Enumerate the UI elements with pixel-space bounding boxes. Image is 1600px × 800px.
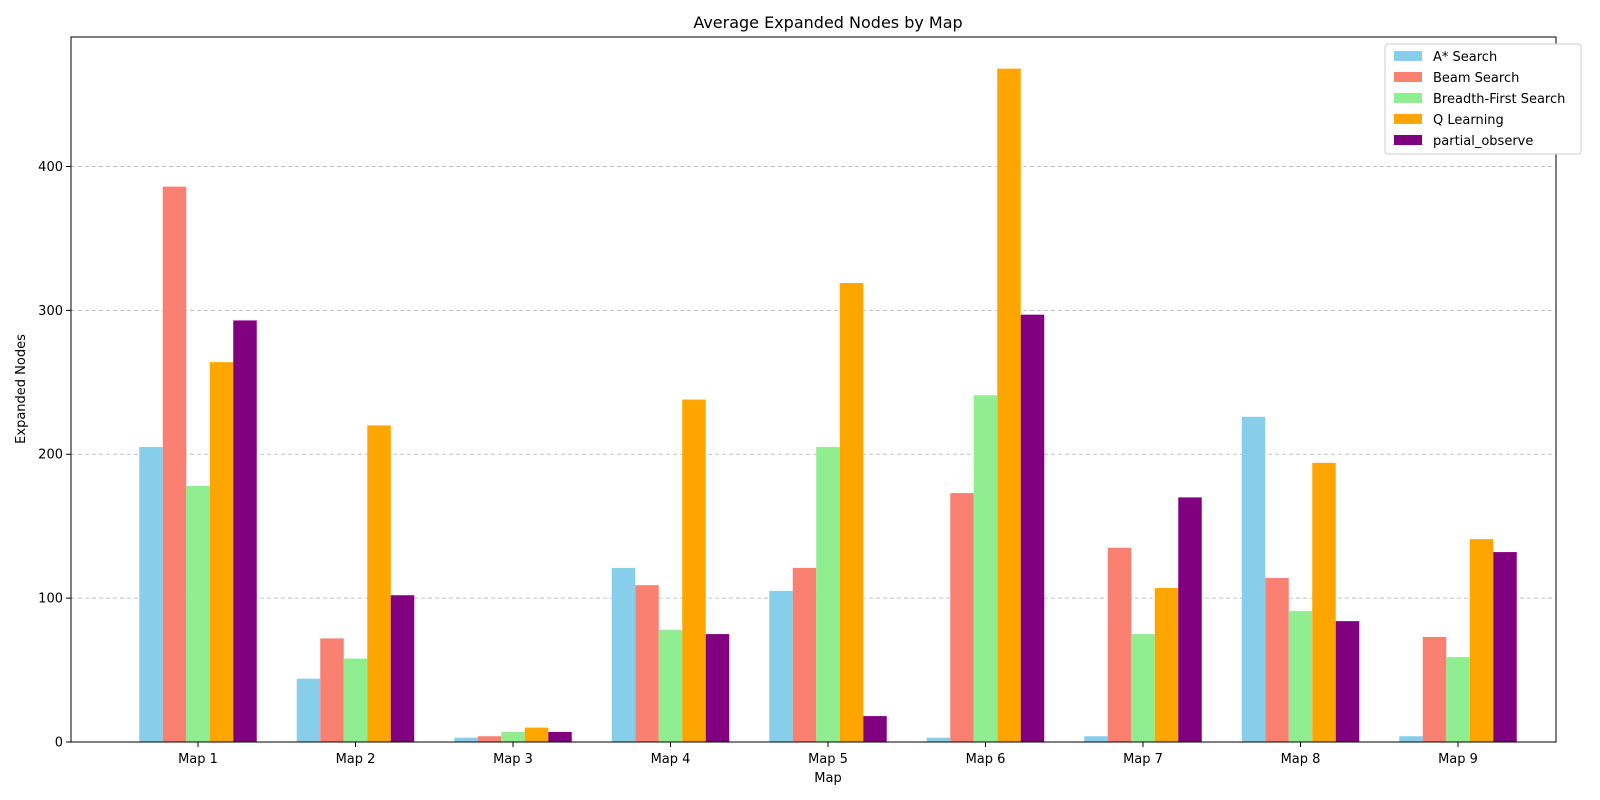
- bar: [839, 283, 864, 742]
- bars: [139, 68, 1517, 742]
- bar: [950, 493, 974, 742]
- bar: [705, 634, 730, 742]
- legend-swatch: [1394, 114, 1422, 124]
- bar: [1178, 497, 1202, 742]
- legend-entry: partial_observe: [1433, 134, 1533, 149]
- bar: [390, 595, 415, 742]
- bar: [296, 678, 321, 742]
- legend-swatch: [1394, 72, 1422, 82]
- x-tick-label: Map 6: [966, 752, 1006, 767]
- y-tick-label: 400: [38, 160, 63, 175]
- bar: [792, 567, 817, 742]
- y-tick-label: 100: [38, 592, 63, 607]
- bar: [1131, 634, 1155, 742]
- bar: [926, 737, 951, 742]
- bar: [1154, 588, 1179, 742]
- bar: [477, 736, 502, 742]
- chart-title: Average Expanded Nodes by Map: [693, 13, 962, 32]
- bar: [186, 485, 210, 742]
- bar: [1399, 736, 1423, 742]
- y-axis: 0 100 200 300 400: [38, 160, 71, 751]
- x-tick-label: Map 1: [178, 752, 218, 767]
- x-tick-label: Map 5: [808, 752, 848, 767]
- bar: [548, 731, 572, 742]
- y-tick-label: 300: [38, 304, 63, 319]
- bar: [209, 362, 234, 742]
- bar: [139, 447, 163, 742]
- bar: [343, 658, 368, 742]
- bar: [454, 737, 478, 742]
- legend-swatch: [1394, 93, 1422, 103]
- bar: [1335, 621, 1360, 742]
- bar: [1422, 636, 1447, 742]
- bar: [973, 395, 998, 742]
- plot-frame: [70, 36, 1557, 743]
- bar: [501, 731, 525, 742]
- bar: [1469, 539, 1494, 742]
- legend-swatch: [1394, 135, 1422, 145]
- bar: [1107, 547, 1132, 742]
- bar: [635, 585, 659, 742]
- bar: [233, 320, 257, 742]
- y-tick-label: 0: [55, 736, 63, 751]
- legend-swatch: [1394, 51, 1422, 61]
- bar: [997, 68, 1021, 742]
- bar: [863, 716, 887, 742]
- x-tick-label: Map 8: [1281, 752, 1321, 767]
- bar: [1312, 462, 1336, 742]
- legend: A* Search Beam Search Breadth-First Search…: [1384, 43, 1582, 155]
- bar: [1288, 611, 1313, 742]
- x-tick-label: Map 4: [651, 752, 691, 767]
- legend-box: [1384, 43, 1582, 155]
- legend-entry: Breadth-First Search: [1433, 92, 1565, 107]
- x-tick-label: Map 7: [1123, 752, 1163, 767]
- legend-entry: A* Search: [1433, 50, 1497, 65]
- bar: [320, 638, 344, 742]
- bar: [524, 727, 549, 742]
- bar: [1265, 577, 1289, 742]
- bar: [367, 425, 391, 742]
- bar: [1446, 657, 1470, 742]
- bar: [769, 590, 793, 742]
- bar: [816, 447, 840, 742]
- x-axis-label: Map: [814, 771, 841, 786]
- legend-entry: Beam Search: [1433, 71, 1519, 86]
- bar: [1241, 416, 1266, 742]
- y-tick-label: 200: [38, 448, 63, 463]
- x-axis: Map 1 Map 2 Map 3 Map 4 Map 5 Map 6 Map 7 Map 8…: [178, 742, 1478, 767]
- legend-entry: Q Learning: [1433, 113, 1504, 128]
- x-tick-label: Map 2: [336, 752, 376, 767]
- y-axis-label: Expanded Nodes: [14, 334, 29, 444]
- bar: [1493, 552, 1517, 742]
- x-tick-label: Map 9: [1438, 752, 1478, 767]
- bar: [1020, 314, 1045, 742]
- bar: [682, 399, 706, 742]
- x-tick-label: Map 3: [493, 752, 533, 767]
- bar: [1084, 736, 1108, 742]
- bar: [611, 567, 636, 742]
- bar: [658, 629, 683, 742]
- bar: [162, 186, 187, 742]
